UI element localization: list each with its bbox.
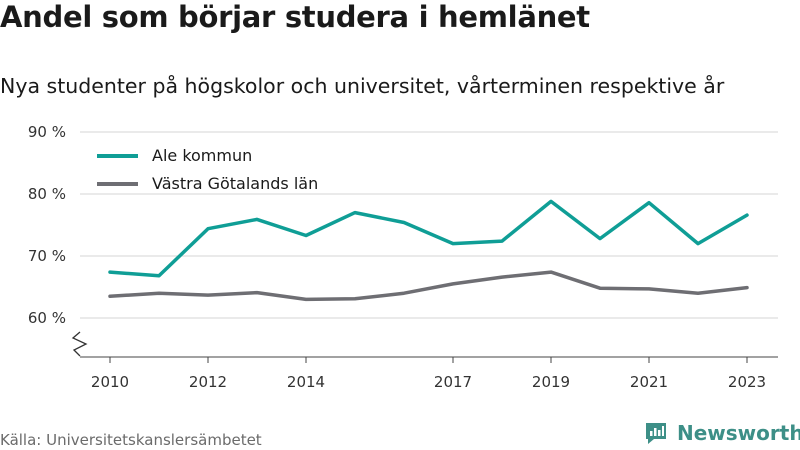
x-tick-label: 2012 — [189, 373, 227, 391]
legend: Ale kommun Västra Götalands län — [97, 146, 318, 193]
axis-break-icon — [71, 331, 88, 357]
legend-label-2: Västra Götalands län — [152, 174, 318, 193]
legend-label-1: Ale kommun — [152, 146, 252, 165]
series-line-2 — [108, 270, 749, 302]
x-tick-label: 2019 — [532, 373, 570, 391]
chart-subtitle: Nya studenter på högskolor och universit… — [0, 74, 725, 98]
y-tick-label: 80 % — [28, 185, 66, 203]
chart-title: Andel som börjar studera i hemlänet — [0, 0, 590, 34]
x-tick-label: 2017 — [434, 373, 472, 391]
series-line-1 — [108, 199, 749, 278]
y-tick-label: 60 % — [28, 309, 66, 327]
x-tick-label: 2010 — [91, 373, 129, 391]
grid-lines — [80, 131, 778, 319]
y-tick-label: 90 % — [28, 123, 66, 141]
newsworthy-logo-icon — [643, 420, 669, 446]
brand-name: Newsworthy — [677, 421, 800, 445]
source-note: Källa: Universitetskanslersämbetet — [0, 431, 262, 449]
x-tick-label: 2014 — [287, 373, 325, 391]
x-tick-label: 2023 — [728, 373, 766, 391]
y-tick-label: 70 % — [28, 247, 66, 265]
y-axis: 60 % 70 % 80 % 90 % — [28, 123, 66, 327]
newsworthy-logo[interactable]: Newsworthy — [643, 420, 800, 446]
series-lines — [108, 199, 749, 302]
x-axis: 2010 2012 2014 2017 2019 2021 2023 — [71, 331, 778, 391]
x-tick-label: 2021 — [630, 373, 668, 391]
